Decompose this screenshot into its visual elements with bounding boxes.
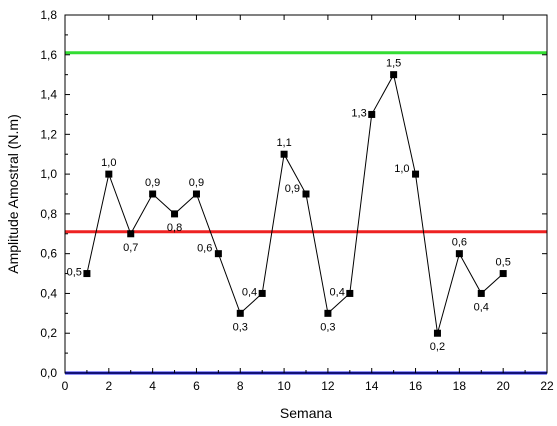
x-tick-label: 6: [193, 379, 200, 393]
data-point: [236, 309, 244, 317]
data-point: [455, 250, 463, 258]
data-point: [127, 230, 135, 238]
x-tick-label: 2: [105, 379, 112, 393]
data-point: [280, 150, 288, 158]
data-point: [499, 270, 507, 278]
data-label: 0,8: [167, 222, 182, 234]
data-label: 0,2: [430, 341, 445, 353]
x-tick-label: 12: [321, 379, 335, 393]
data-point: [83, 270, 91, 278]
y-tick-label: 0,2: [40, 326, 57, 340]
x-axis-title: Semana: [280, 405, 332, 421]
x-tick-label: 16: [409, 379, 423, 393]
y-tick-label: 0,6: [40, 247, 57, 261]
data-label: 0,5: [496, 257, 511, 269]
data-point: [477, 289, 485, 297]
data-label: 1,0: [394, 163, 409, 175]
data-point: [171, 210, 179, 218]
data-label: 0,9: [145, 177, 160, 189]
x-tick-label: 8: [237, 379, 244, 393]
data-label: 1,1: [276, 137, 291, 149]
data-label: 0,9: [189, 177, 204, 189]
x-tick-label: 0: [62, 379, 69, 393]
data-point: [324, 309, 332, 317]
data-label: 1,0: [101, 157, 116, 169]
data-point: [214, 250, 222, 258]
x-tick-label: 14: [365, 379, 379, 393]
data-label: 0,5: [67, 267, 82, 279]
data-point: [302, 190, 310, 198]
data-point: [433, 329, 441, 337]
series-line: [86, 73, 504, 334]
y-axis-title: Amplitude Amostral (N.m): [5, 114, 21, 273]
x-tick-label: 18: [453, 379, 467, 393]
data-label: 1,5: [386, 58, 401, 70]
data-label: 0,4: [242, 286, 257, 298]
y-tick-label: 0,8: [40, 207, 57, 221]
data-label: 0,6: [197, 243, 212, 255]
data-point: [412, 170, 420, 178]
data-label: 0,4: [474, 301, 489, 313]
y-tick-label: 1,8: [40, 8, 57, 22]
x-tick-label: 22: [540, 379, 554, 393]
data-label: 0,6: [452, 237, 467, 249]
data-label: 0,4: [330, 286, 345, 298]
data-label: 0,3: [320, 321, 335, 333]
data-label: 1,3: [351, 107, 366, 119]
x-tick-label: 20: [497, 379, 511, 393]
y-tick-label: 1,2: [40, 127, 57, 141]
x-tick-label: 10: [277, 379, 291, 393]
data-point: [149, 190, 157, 198]
data-point: [258, 289, 266, 297]
data-label: 0,9: [285, 183, 300, 195]
y-tick-label: 1,4: [40, 88, 57, 102]
y-tick-label: 0,0: [40, 366, 57, 380]
y-tick-label: 0,4: [40, 286, 57, 300]
y-tick-label: 1,0: [40, 167, 57, 181]
data-point: [192, 190, 200, 198]
data-point: [368, 110, 376, 118]
data-point: [346, 289, 354, 297]
data-point: [105, 170, 113, 178]
data-label: 0,3: [233, 321, 248, 333]
data-label: 0,7: [123, 242, 138, 254]
x-tick-label: 4: [149, 379, 156, 393]
y-tick-label: 1,6: [40, 48, 57, 62]
data-point: [390, 71, 398, 79]
